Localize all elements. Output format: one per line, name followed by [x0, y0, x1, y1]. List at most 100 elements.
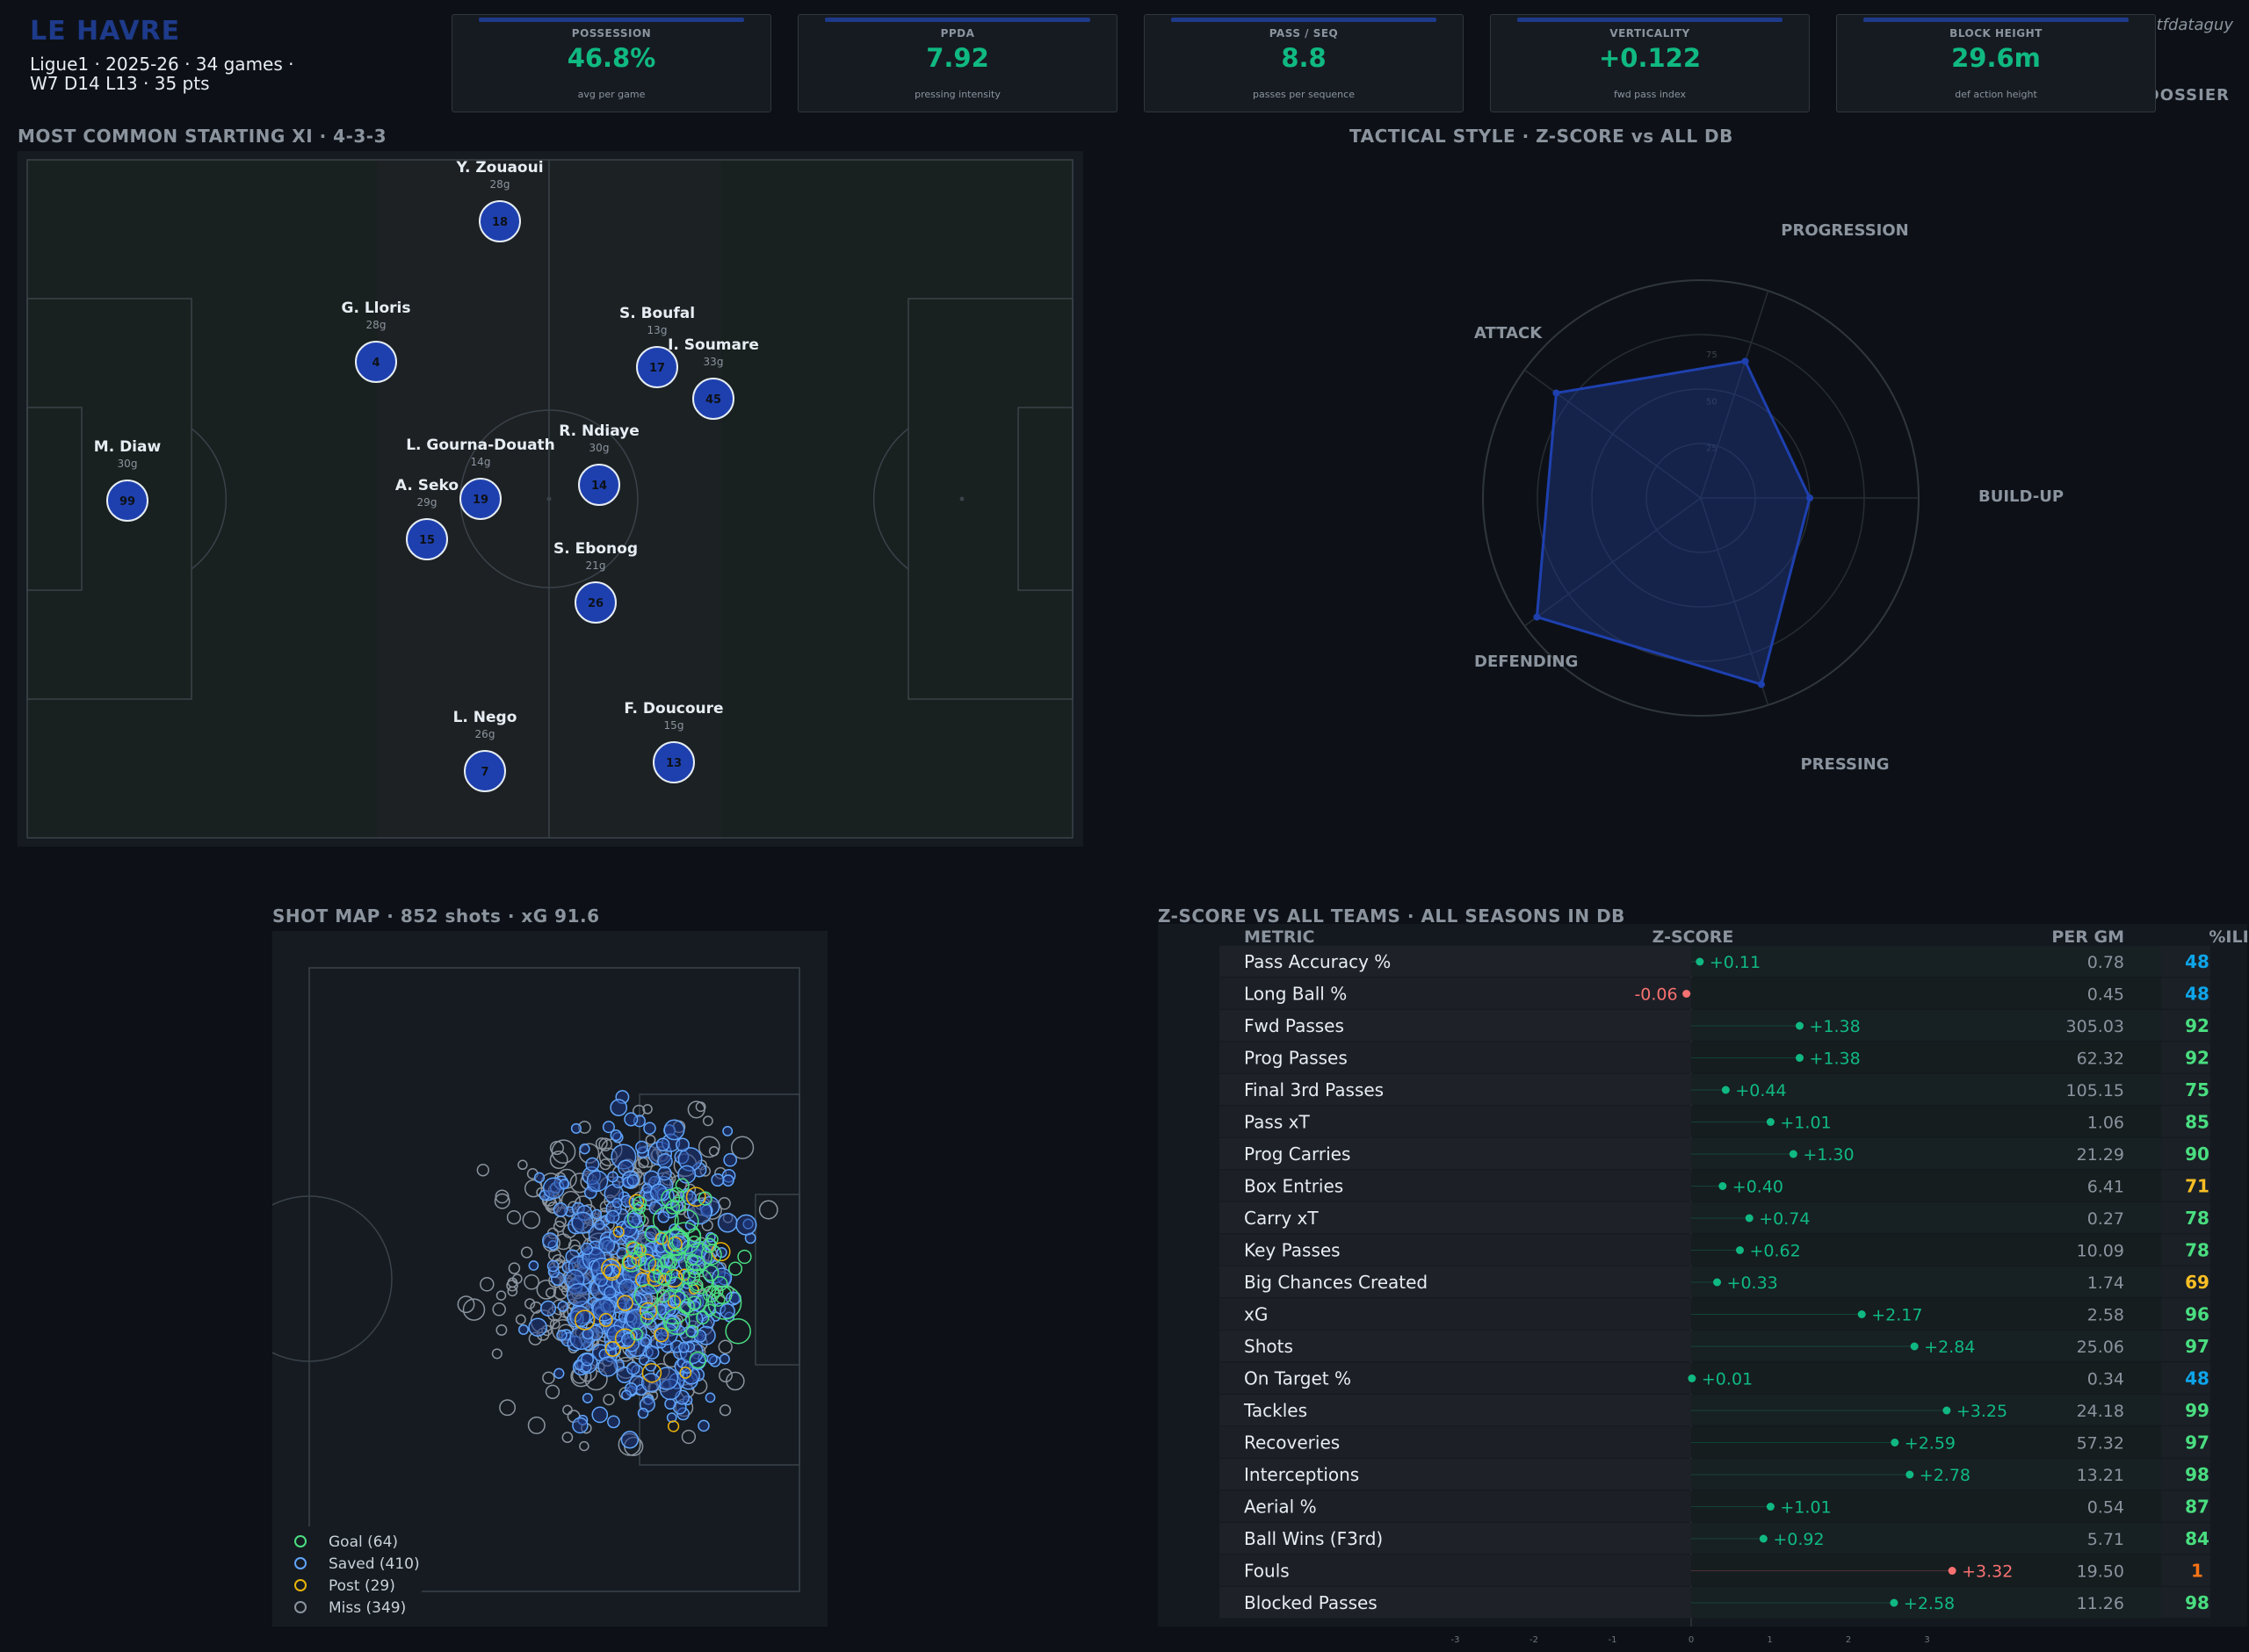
- kpi-sub: pressing intensity: [915, 89, 1001, 100]
- radar-plot: 25 50 75 PROGRESSION BUILD-UP PRESSING DEFENDI…: [1474, 221, 2064, 774]
- row-bg-right: [1691, 977, 2161, 1009]
- radar-spoke: [1523, 497, 1702, 627]
- shot-marker-goal: [712, 1275, 728, 1292]
- shot-marker-goal: [662, 1229, 690, 1257]
- shot-marker-saved: [553, 1367, 565, 1379]
- player-games: 30g: [589, 442, 610, 454]
- shot-marker-goal: [662, 1308, 691, 1336]
- shot-marker-miss: [545, 1288, 556, 1298]
- shot-marker-saved: [605, 1209, 620, 1224]
- kpi-sub: avg per game: [577, 89, 646, 100]
- shot-marker-saved: [607, 1415, 620, 1429]
- table-row: Interceptions +2.78 13.21 98: [1219, 1458, 2210, 1490]
- shot-marker-goal: [640, 1310, 654, 1325]
- row-bg-left: [1219, 1073, 1691, 1106]
- legend-miss-marker: [294, 1601, 307, 1613]
- row-bg-left: [1219, 1394, 1691, 1426]
- legend-goal-marker: [294, 1535, 307, 1547]
- shot-marker-saved: [717, 1212, 738, 1233]
- shot-marker-goal: [630, 1327, 644, 1341]
- radar-ring-label: 25: [1706, 444, 1717, 454]
- shot-marker-saved: [722, 1125, 734, 1136]
- kpi-accent-bar: [1517, 18, 1783, 22]
- shot-marker-miss: [536, 1279, 557, 1300]
- radar-axis-label: ATTACK: [1474, 324, 1543, 343]
- shot-marker-goal: [674, 1281, 708, 1316]
- row-bg-pctile: [2161, 1458, 2210, 1490]
- shot-marker-saved: [553, 1202, 568, 1217]
- kpi-label: VERTICALITY: [1609, 27, 1690, 40]
- row-bg-right: [1691, 1009, 2161, 1042]
- kpi-accent-bar: [1863, 18, 2129, 22]
- col-header-pctile: %ILE: [2209, 927, 2247, 947]
- shot-marker-saved: [663, 1119, 685, 1141]
- shot-marker-goal: [713, 1285, 733, 1304]
- kpi-card-ppda: PPDA 7.92 pressing intensity: [798, 14, 1117, 112]
- table-row: Ball Wins (F3rd) +0.92 5.71 84: [1219, 1522, 2210, 1555]
- row-bg-right: [1691, 1042, 2161, 1073]
- shot-marker-saved: [621, 1389, 632, 1401]
- kpi-label: POSSESSION: [571, 27, 652, 40]
- shot-marker-saved: [723, 1152, 738, 1167]
- shot-marker-post: [604, 1340, 621, 1357]
- player-games: 14g: [471, 456, 491, 468]
- z-label: +3.32: [1962, 1562, 2013, 1582]
- shot-marker-miss: [561, 1432, 574, 1443]
- row-per-gm: 19.50: [2077, 1562, 2124, 1582]
- team-meta-line2: W7 D14 L13 · 35 pts: [30, 73, 210, 94]
- z-label: +1.30: [1803, 1145, 1854, 1165]
- credit-handle: @tfdataguy: [2140, 16, 2233, 34]
- row-pctile: 78: [2185, 1208, 2209, 1229]
- table-row: Carry xT +0.74 0.27 78: [1219, 1201, 2210, 1234]
- kpi-label: PPDA: [940, 27, 975, 40]
- row-bg-right: [1691, 1458, 2161, 1490]
- shot-marker-saved: [637, 1407, 649, 1419]
- z-point: [1718, 1182, 1727, 1190]
- radar-axis-label: PRESSING: [1800, 755, 1889, 774]
- radar-axis-label: PROGRESSION: [1781, 221, 1908, 240]
- row-metric: Pass Accuracy %: [1244, 951, 1391, 972]
- axis-tick-label: 3: [1924, 1635, 1929, 1645]
- row-metric: Long Ball %: [1244, 984, 1347, 1005]
- player-marker: M. Diaw 30g 99: [94, 438, 161, 522]
- shot-marker-post: [623, 1255, 637, 1270]
- row-bg-left: [1219, 1586, 1691, 1619]
- player-number: 45: [705, 393, 721, 407]
- player-number: 4: [372, 357, 380, 370]
- table-row: On Target % +0.01 0.34 48: [1219, 1362, 2210, 1394]
- shot-marker-miss: [515, 1314, 526, 1325]
- shot-marker-goal: [702, 1285, 720, 1302]
- row-bg-pctile: [2161, 945, 2210, 977]
- row-pctile: 69: [2185, 1272, 2209, 1293]
- player-circle: [575, 581, 617, 624]
- shot-marker-saved: [602, 1121, 615, 1134]
- table-row: Key Passes +0.62 10.09 78: [1219, 1234, 2210, 1266]
- kpi-value: 7.92: [926, 43, 989, 73]
- player-number: 18: [492, 216, 508, 229]
- shot-marker-miss: [579, 1440, 589, 1452]
- axis-tick-label: 2: [1846, 1635, 1851, 1645]
- row-bg-right: [1691, 1330, 2161, 1362]
- shot-marker-post: [634, 1272, 650, 1288]
- shot-marker-saved: [618, 1279, 636, 1296]
- shot-marker-saved: [719, 1353, 730, 1365]
- shot-marker-goal: [631, 1252, 647, 1267]
- shot-marker-miss: [506, 1209, 522, 1225]
- player-circle: [355, 341, 397, 383]
- row-per-gm: 57.32: [2077, 1434, 2124, 1454]
- zscore-title: Z-SCORE VS ALL TEAMS · ALL SEASONS IN DB: [1158, 905, 1625, 927]
- zscore-table: METRIC Z-SCORE PER GM %ILE Pass Accuracy…: [1158, 924, 2247, 1645]
- z-point: [1796, 1021, 1804, 1030]
- radar-chart: 25 50 75 PROGRESSION BUILD-UP PRESSING DEFENDI…: [1474, 221, 2064, 774]
- table-row: Fwd Passes +1.38 305.03 92: [1219, 1009, 2210, 1042]
- z-label: +0.40: [1732, 1178, 1783, 1197]
- shot-marker-miss: [506, 1279, 518, 1292]
- radar-point: [1757, 681, 1765, 689]
- shot-marker-goal: [679, 1298, 695, 1314]
- z-point: [1682, 990, 1691, 998]
- shot-marker-saved: [664, 1397, 676, 1410]
- shot-marker-goal: [633, 1195, 647, 1210]
- row-bg-left: [1219, 1106, 1691, 1137]
- row-bg-pctile: [2161, 1490, 2210, 1522]
- kpi-accent-bar: [479, 18, 744, 22]
